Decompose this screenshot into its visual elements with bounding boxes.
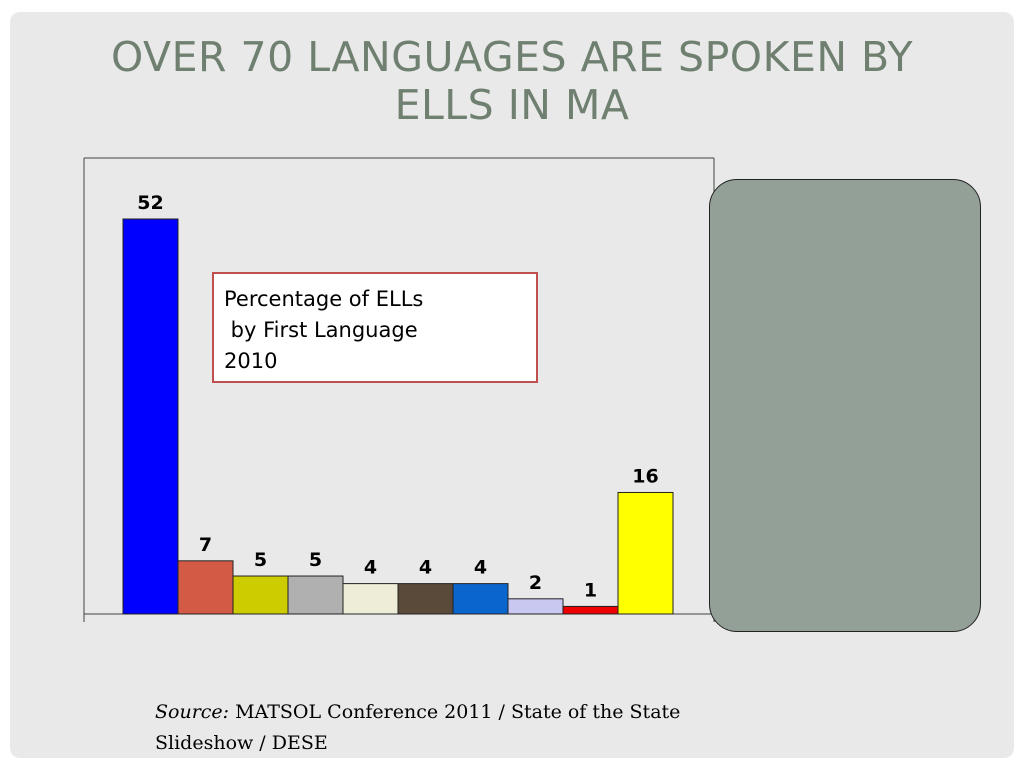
data-label-2: 5 [254,549,267,571]
source-label: Source: [155,701,230,723]
caption-line-2: by First Language [224,318,418,342]
bar-6 [452,583,509,615]
bar-7 [507,598,564,615]
data-label-8: 1 [584,579,597,601]
bar-5 [397,583,454,615]
chart-caption-box: Percentage of ELLs by First Language 201… [212,272,538,383]
rounded-side-panel [709,179,981,632]
data-label-9: 16 [632,465,658,487]
data-label-3: 5 [309,549,322,571]
source-citation: Source: MATSOL Conference 2011 / State o… [155,697,775,759]
title-line-2: ELLS IN MA [394,81,630,129]
bar-0 [122,218,179,615]
bar-8 [562,605,619,615]
data-label-1: 7 [199,534,212,556]
bar-4 [342,583,399,615]
bar-2 [232,575,289,615]
title-line-1: OVER 70 LANGUAGES ARE SPOKEN BY [111,33,913,81]
data-label-0: 52 [137,192,163,214]
caption-line-1: Percentage of ELLs [224,287,424,311]
data-label-4: 4 [364,557,377,579]
bar-3 [287,575,344,615]
source-text: MATSOL Conference 2011 / State of the St… [155,701,681,754]
bar-1 [177,560,234,615]
data-label-6: 4 [474,557,487,579]
bars-group [122,218,674,615]
data-labels-group: 52 7 5 5 4 4 4 2 1 16 [137,192,658,601]
data-label-5: 4 [419,557,432,579]
caption-line-3: 2010 [224,349,278,373]
bar-9 [617,491,674,615]
slide-title: OVER 70 LANGUAGES ARE SPOKEN BY ELLS IN … [30,33,994,129]
data-label-7: 2 [529,572,542,594]
